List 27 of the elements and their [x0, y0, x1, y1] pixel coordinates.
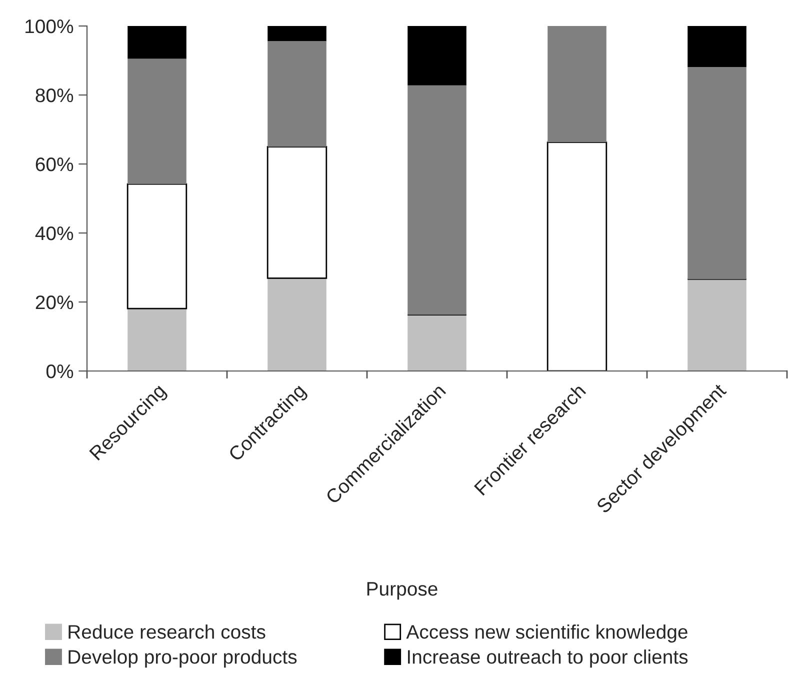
y-tick-label: 60% [36, 157, 74, 172]
bar [128, 26, 186, 59]
bar [408, 85, 466, 315]
legend-label: Increase outreach to poor clients [408, 650, 688, 668]
bar [128, 58, 186, 184]
bar [128, 308, 186, 371]
bar [268, 41, 326, 147]
y-tick-label: 80% [36, 88, 74, 102]
bar [546, 142, 608, 371]
bar [126, 183, 188, 310]
bar [408, 314, 466, 371]
bar [408, 26, 466, 86]
bar [688, 26, 746, 68]
y-tick-label: 40% [35, 226, 74, 240]
bar [268, 26, 326, 42]
bar [688, 67, 746, 280]
bar [688, 279, 746, 371]
legend-label: Access new scientific knowledge [406, 624, 688, 643]
x-axis-title: Purpose [367, 582, 438, 600]
y-tick-label: 100% [26, 19, 74, 34]
bar [548, 26, 606, 142]
y-tick-label: 0% [46, 364, 74, 378]
legend-label: Develop pro-poor products [68, 650, 297, 668]
bar [268, 278, 326, 371]
legend-label: Reduce research costs [68, 624, 266, 639]
bar [266, 146, 328, 279]
y-tick-label: 20% [36, 295, 74, 310]
